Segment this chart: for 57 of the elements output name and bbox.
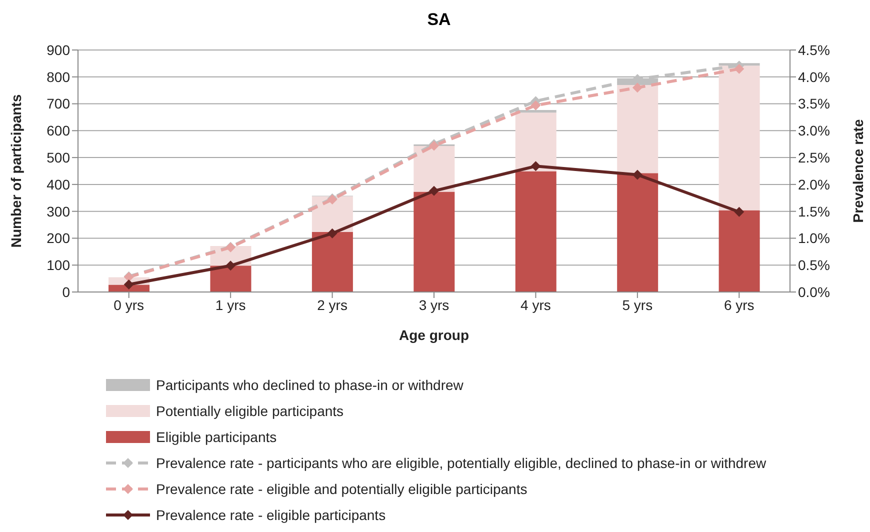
- bar: [515, 171, 556, 292]
- point: [429, 186, 439, 196]
- legend-label: Potentially eligible participants: [156, 403, 344, 419]
- point: [327, 228, 338, 238]
- y2-tick-label: 0.0%: [798, 284, 830, 300]
- x-tick-label: 5 yrs: [622, 296, 653, 313]
- point: [124, 279, 134, 290]
- bar: [617, 84, 658, 174]
- x-axis-title: Age group: [399, 327, 469, 343]
- y-tick-label: 0: [62, 284, 70, 300]
- y2-tick-label: 0.5%: [798, 257, 830, 274]
- legend-label: Prevalence rate - eligible participants: [156, 507, 386, 523]
- y2-tick-label: 4.5%: [798, 42, 830, 58]
- bar: [312, 232, 353, 292]
- legend-label: Prevalence rate - participants who are eligible, potentially eligible, declined to phase-in or withdrew: [156, 455, 766, 471]
- chart-title: SA: [426, 10, 452, 30]
- x-tick-label: 2 yrs: [317, 296, 348, 313]
- y-tick-label: 200: [46, 230, 70, 246]
- y2-axis-title: Prevalence rate: [850, 119, 866, 223]
- y-tick-label: 600: [46, 122, 70, 139]
- point: [530, 100, 541, 110]
- y-tick-label: 100: [46, 257, 70, 274]
- bar: [414, 192, 455, 292]
- y2-tick-label: 1.0%: [798, 230, 830, 246]
- x-tick-label: 3 yrs: [418, 296, 450, 313]
- y-tick-label: 300: [46, 203, 70, 220]
- point: [632, 170, 642, 180]
- bar: [718, 66, 760, 210]
- x-tick-label: 6 yrs: [724, 296, 754, 313]
- bar: [718, 210, 760, 292]
- bar: [515, 112, 556, 172]
- y-tick-label: 900: [46, 42, 70, 58]
- legend-label: Prevalence rate - eligible and potentially eligible participants: [156, 481, 528, 497]
- bar: [210, 266, 252, 292]
- bar: [414, 146, 455, 192]
- y-axis-title: Number of participants: [8, 94, 24, 248]
- point: [734, 64, 744, 74]
- y2-tick-label: 4.0%: [798, 68, 830, 85]
- legend-label: Eligible participants: [156, 429, 277, 445]
- y-tick-label: 700: [46, 96, 70, 112]
- y2-tick-label: 2.5%: [798, 150, 830, 166]
- y2-tick-label: 3.0%: [798, 122, 830, 139]
- y-tick-label: 800: [46, 68, 70, 85]
- x-tick-label: 0 yrs: [114, 296, 144, 313]
- point: [632, 82, 642, 93]
- point: [734, 206, 744, 217]
- point: [530, 161, 541, 172]
- y2-tick-label: 2.0%: [798, 176, 830, 192]
- y-tick-label: 500: [46, 150, 70, 166]
- point: [226, 260, 236, 271]
- x-tick-label: 4 yrs: [520, 296, 551, 313]
- legend-label: Participants who declined to phase-in or withdrew: [156, 377, 464, 393]
- y-tick-label: 400: [46, 176, 70, 192]
- y2-tick-label: 3.5%: [798, 96, 830, 112]
- y2-tick-label: 1.5%: [798, 203, 830, 220]
- x-tick-label: 1 yrs: [215, 296, 246, 313]
- bar: [617, 173, 658, 292]
